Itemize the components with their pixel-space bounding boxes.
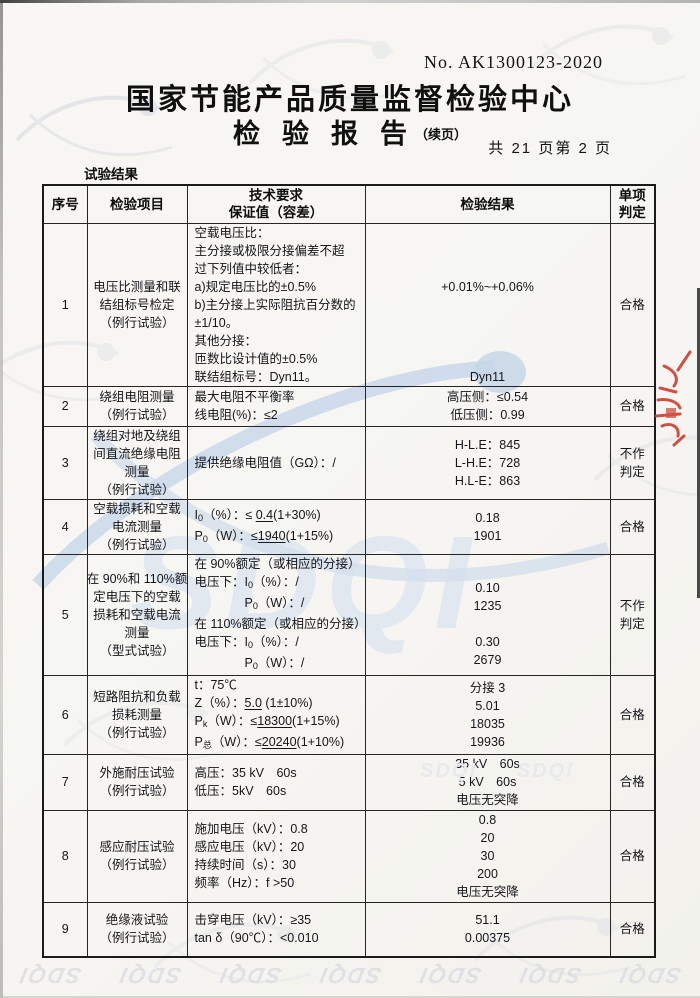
item-cell: 外施耐压试验 （例行试验） [99,766,175,798]
scan-edge-right [697,288,700,598]
result-cell: 0.8 20 30 200 电压无突降 [456,813,519,899]
bottom-brand-text: SDQI [216,963,284,988]
tech-cell: 空载电压比： 主分接或极限分接偏差不超 过下列值中较低者： a)规定电压比的±0.5%… [194,225,356,384]
item-cell: 在 90%和 110%额 定电压下的空载 损耗和空载电流 测量 （型式试验） [87,571,187,658]
seq-cell: 2 [61,399,69,413]
result-cell: 0.10 1235 0.30 2679 [473,580,502,667]
bottom-brand-text: SDQI [316,963,384,988]
col-header-verdict: 单项 判定 [618,188,646,221]
result-cell: +0.01%~+0.06% Dyn11 [441,279,534,384]
tech-cell: 最大电阻不平衡率 线电阻(%)：≤2 [194,390,295,422]
tech-cell: 高压：35 kV 60s 低压：5kV 60s [194,766,297,798]
bottom-brand-text: SDQI [616,963,684,988]
bottom-brand-text: SDQI [116,963,184,988]
verdict-cell: 合格 [619,707,645,722]
table-row: 3 绕组对地及绕组 间直流绝缘电阻 测量 （例行试验） 提供绝缘电阻值（GΩ）：/ H… [42,425,656,500]
verdict-cell: 合格 [619,849,645,863]
report-title-suffix: （续页） [414,127,467,142]
result-cell: 高压侧：≤0.54 低压侧：0.99 [446,390,529,422]
org-title: 国家节能产品质量监督检验中心 [125,84,574,116]
tech-cell: 在 90%额定（或相应的分接） 电压下：I0（%）：/ P0（W）：/在 110%… [194,556,365,671]
table-row: 5 在 90%和 110%额 定电压下的空载 损耗和空载电流 测量 （型式试验） 在 9… [42,553,656,676]
col-header-seq: 序号 [51,196,79,212]
report-title: 检验报告（续页） [0,112,700,151]
page-count: 共 21 页第 2 页 [488,140,612,157]
item-cell: 绕组电阻测量 （例行试验） [99,390,175,422]
tech-cell: 提供绝缘电阻值（GΩ）：/ [194,455,336,470]
tech-cell: I0（%）：≤ 0.4(1+30%) P0（W）：≤1940(1+15%) [194,507,334,544]
seq-cell: 9 [61,922,69,937]
col-header-requirement: 技术要求 保证值（容差） [228,188,324,221]
verdict-cell: 不作 判定 [619,446,645,479]
seq-cell: 4 [61,519,69,534]
item-cell: 绕组对地及绕组 间直流绝缘电阻 测量 （例行试验） [93,428,181,497]
table-row: 7 外施耐压试验 （例行试验） 高压：35 kV 60s 低压：5kV 60s 35… [42,753,656,811]
table-row: 8 感应耐压试验 （例行试验） 施加电压（kV）：0.8 感应电压（kV）：20 持续… [42,809,656,903]
result-cell: 51.1 0.00375 [464,913,511,946]
tech-cell: t：75℃ Z（%）：5.0 (1±10%) Pk（W）：≤18300(1+15%)… [194,677,345,750]
table-row: 6 短路阻抗和负载 损耗测量 （例行试验） t：75℃ Z（%）：5.0 (1±10%… [42,674,656,755]
result-cell: 35 kV 60s 5 kV 60s 电压无突降 [455,757,520,807]
seq-cell: 8 [61,849,69,863]
table-row: 4 空载损耗和空载 电流测量 （例行试验） I0（%）：≤ 0.4(1+30%) P0… [42,498,656,555]
item-cell: 感应耐压试验 （例行试验） [99,840,175,872]
table-row: 9 绝缘液试验 （例行试验） 击穿电压（kV）：≥35 tan δ（90℃）：<0.… [42,901,656,958]
tech-cell: 击穿电压（kV）：≥35 tan δ（90℃）：<0.010 [194,913,319,946]
scan-edge-top [0,0,700,3]
col-header-item: 检验项目 [110,196,164,212]
bottom-brand-text: SDQI [416,963,484,988]
tech-cell: 施加电压（kV）：0.8 感应电压（kV）：20 持续时间（s）：30 频率（Hz）：… [194,822,308,890]
seq-cell: 5 [61,607,69,622]
verdict-cell: 合格 [619,297,645,312]
seq-cell: 6 [61,707,69,722]
section-label: 试验结果 [84,167,138,182]
verdict-cell: 合格 [619,519,645,534]
item-cell: 空载损耗和空载 电流测量 （例行试验） [93,501,181,552]
report-number: No. AK1300123-2020 [424,52,603,72]
table-row: 1 电压比测量和联 结组标号检定 （例行试验） 空载电压比： 主分接或极限分接偏差不超… [42,222,656,387]
table-header-row: 序号 检验项目 技术要求 保证值（容差） 检验结果 单项 判定 [42,184,656,224]
seq-cell: 7 [61,775,69,789]
scan-edge-bottom [0,996,700,998]
item-cell: 电压比测量和联 结组标号检定 （例行试验） [93,279,181,330]
item-cell: 绝缘液试验 （例行试验） [99,913,175,946]
result-cell: 分接 3 5.01 18035 19936 [469,680,506,749]
report-title-text: 检验报告 [232,119,429,149]
table-row: 2 绕组电阻测量 （例行试验） 最大电阻不平衡率 线电阻(%)：≤2 高压侧：≤0.… [42,385,656,427]
watermark-brand-row: SDQI SDQI SDQI SDQI SDQI SDQI SDQI [0,958,700,992]
red-stamp-fragment [654,350,692,447]
seq-cell: 1 [61,297,69,312]
verdict-cell: 合格 [619,775,645,789]
verdict-cell: 合格 [619,922,645,937]
result-cell: H-L.E：845 L-H.E：728 H.L-E：863 [454,437,521,488]
bottom-brand-text: SDQI [516,963,584,988]
scan-edge-left [0,0,3,998]
item-cell: 短路阻抗和负载 损耗测量 （例行试验） [93,689,181,740]
col-header-result: 检验结果 [460,196,515,212]
seq-cell: 3 [61,455,69,470]
results-table: 序号 检验项目 技术要求 保证值（容差） 检验结果 单项 判定 1 电压比测量和联结… [42,184,656,958]
verdict-cell: 合格 [619,399,645,413]
bottom-brand-text: SDQI [16,963,84,988]
result-cell: 0.18 1901 [473,510,502,543]
verdict-cell: 不作 判定 [619,598,645,631]
